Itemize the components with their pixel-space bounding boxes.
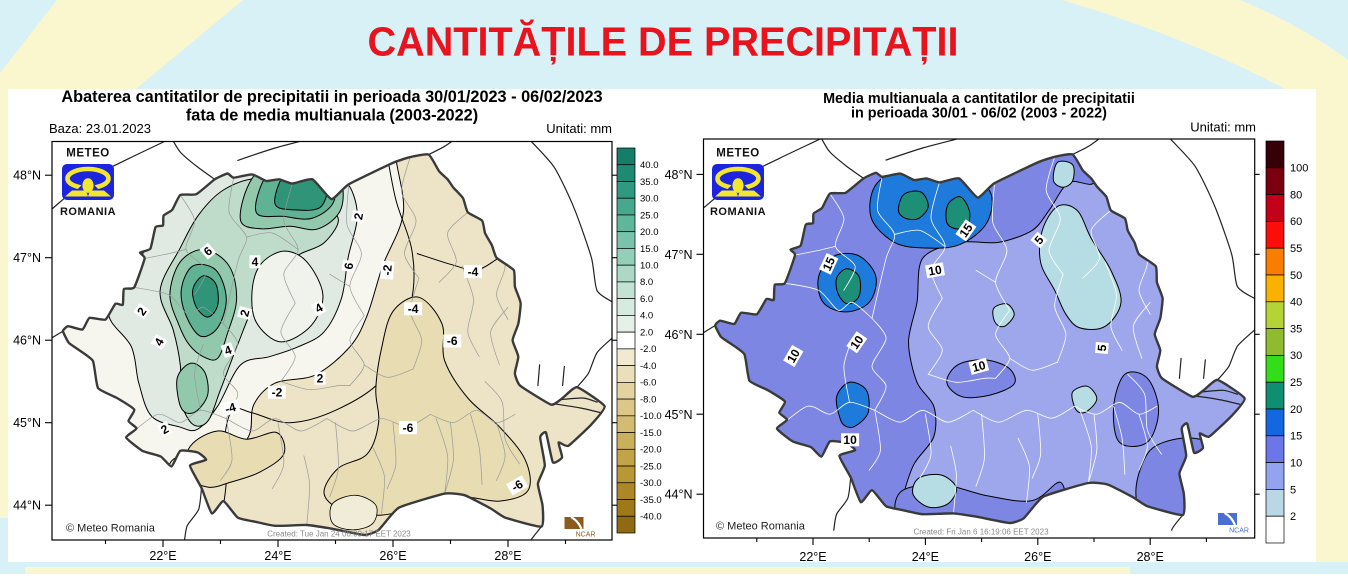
svg-text:35: 35 <box>1290 324 1302 336</box>
svg-text:48°N: 48°N <box>13 169 41 183</box>
svg-text:30: 30 <box>1290 350 1302 362</box>
svg-text:47°N: 47°N <box>13 251 41 265</box>
svg-text:28°E: 28°E <box>1137 550 1164 564</box>
svg-text:Created: Tue Jan 24 06:00:17 E: Created: Tue Jan 24 06:00:17 EET 2023 <box>267 530 411 539</box>
svg-text:35.0: 35.0 <box>640 177 659 188</box>
svg-text:20.0: 20.0 <box>640 227 659 238</box>
svg-text:NCAR: NCAR <box>1229 528 1249 535</box>
svg-text:© Meteo Romania: © Meteo Romania <box>716 521 806 533</box>
svg-text:-6.0: -6.0 <box>640 378 656 389</box>
svg-text:-4.0: -4.0 <box>640 361 656 372</box>
svg-text:15: 15 <box>1290 431 1302 443</box>
svg-text:100: 100 <box>1290 163 1308 175</box>
svg-text:Unitati: mm: Unitati: mm <box>546 121 612 136</box>
svg-text:25: 25 <box>1290 377 1302 389</box>
svg-text:-35.0: -35.0 <box>640 495 662 506</box>
svg-text:20: 20 <box>1290 404 1302 416</box>
svg-text:-6: -6 <box>403 421 414 435</box>
svg-text:50: 50 <box>1290 270 1302 282</box>
svg-text:40.0: 40.0 <box>640 160 659 171</box>
svg-text:26°E: 26°E <box>1024 550 1051 564</box>
svg-text:24°E: 24°E <box>912 550 939 564</box>
svg-text:-4: -4 <box>223 400 237 416</box>
svg-text:-10.0: -10.0 <box>640 411 662 422</box>
svg-text:-20.0: -20.0 <box>640 445 662 456</box>
svg-text:ROMANIA: ROMANIA <box>60 206 116 218</box>
svg-text:80: 80 <box>1290 189 1302 201</box>
svg-text:30.0: 30.0 <box>640 194 659 205</box>
svg-text:METEO: METEO <box>716 148 759 160</box>
svg-text:-4: -4 <box>408 302 419 316</box>
svg-text:4.0: 4.0 <box>640 311 653 322</box>
svg-text:Unitati: mm: Unitati: mm <box>1190 120 1256 135</box>
svg-text:10: 10 <box>971 358 988 375</box>
svg-text:46°N: 46°N <box>13 334 41 348</box>
svg-text:CANTITĂȚILE DE PRECIPITAȚII: CANTITĂȚILE DE PRECIPITAȚII <box>368 19 959 65</box>
svg-text:5: 5 <box>1095 344 1110 352</box>
svg-text:15.0: 15.0 <box>640 244 659 255</box>
svg-text:Baza: 23.01.2023: Baza: 23.01.2023 <box>49 121 151 136</box>
svg-text:-25.0: -25.0 <box>640 461 662 472</box>
svg-text:2: 2 <box>1290 511 1296 523</box>
svg-text:25.0: 25.0 <box>640 210 659 221</box>
svg-text:46°N: 46°N <box>665 328 693 342</box>
svg-text:55: 55 <box>1290 243 1302 255</box>
svg-text:10.0: 10.0 <box>640 261 659 272</box>
svg-text:4: 4 <box>223 342 234 358</box>
svg-text:Abaterea cantitatilor de preci: Abaterea cantitatilor de precipitatii in… <box>61 88 602 106</box>
svg-text:-2: -2 <box>272 385 283 399</box>
svg-text:40: 40 <box>1290 297 1302 309</box>
svg-text:Media multianuala a cantitatil: Media multianuala a cantitatilor de prec… <box>823 91 1135 107</box>
svg-text:10: 10 <box>1290 458 1302 470</box>
svg-text:© Meteo Romania: © Meteo Romania <box>66 523 156 535</box>
svg-text:-4: -4 <box>468 265 479 279</box>
svg-text:-2.0: -2.0 <box>640 344 656 355</box>
svg-text:28°E: 28°E <box>494 549 521 563</box>
svg-text:15: 15 <box>820 255 838 273</box>
svg-text:-15.0: -15.0 <box>640 428 662 439</box>
svg-text:4: 4 <box>252 255 259 269</box>
svg-text:fata de media multianuala (200: fata de media multianuala (2003-2022) <box>186 107 478 125</box>
svg-text:2.0: 2.0 <box>640 328 653 339</box>
svg-text:44°N: 44°N <box>13 499 41 513</box>
svg-text:44°N: 44°N <box>665 488 693 502</box>
svg-text:24°E: 24°E <box>264 549 291 563</box>
svg-text:2: 2 <box>351 212 366 221</box>
svg-text:2: 2 <box>237 308 252 318</box>
svg-text:48°N: 48°N <box>665 168 693 182</box>
svg-text:NCAR: NCAR <box>576 532 596 539</box>
svg-text:-8.0: -8.0 <box>640 394 656 405</box>
svg-text:60: 60 <box>1290 216 1302 228</box>
svg-text:-2: -2 <box>380 264 395 276</box>
svg-text:10: 10 <box>843 433 857 447</box>
svg-text:26°E: 26°E <box>379 549 406 563</box>
svg-text:ROMANIA: ROMANIA <box>710 206 766 218</box>
svg-text:45°N: 45°N <box>665 408 693 422</box>
svg-text:5: 5 <box>1290 484 1296 496</box>
svg-text:22°E: 22°E <box>799 550 826 564</box>
svg-text:6.0: 6.0 <box>640 294 653 305</box>
svg-text:Created: Fri Jan 6 16:19:06 E: Created: Fri Jan 6 16:19:06 EET 2023 <box>913 528 1049 537</box>
svg-text:6: 6 <box>341 261 356 270</box>
svg-text:-40.0: -40.0 <box>640 512 662 523</box>
svg-text:METEO: METEO <box>66 148 109 160</box>
svg-text:10: 10 <box>784 346 803 365</box>
svg-text:22°E: 22°E <box>149 549 176 563</box>
svg-text:-30.0: -30.0 <box>640 478 662 489</box>
svg-text:in perioada 30/01 - 06/02 (200: in perioada 30/01 - 06/02 (2003 - 2022) <box>851 106 1107 122</box>
svg-text:47°N: 47°N <box>665 248 693 262</box>
svg-text:8.0: 8.0 <box>640 277 653 288</box>
svg-text:45°N: 45°N <box>13 416 41 430</box>
svg-text:-6: -6 <box>447 334 458 348</box>
svg-text:2: 2 <box>317 371 324 385</box>
svg-text:10: 10 <box>927 262 943 278</box>
